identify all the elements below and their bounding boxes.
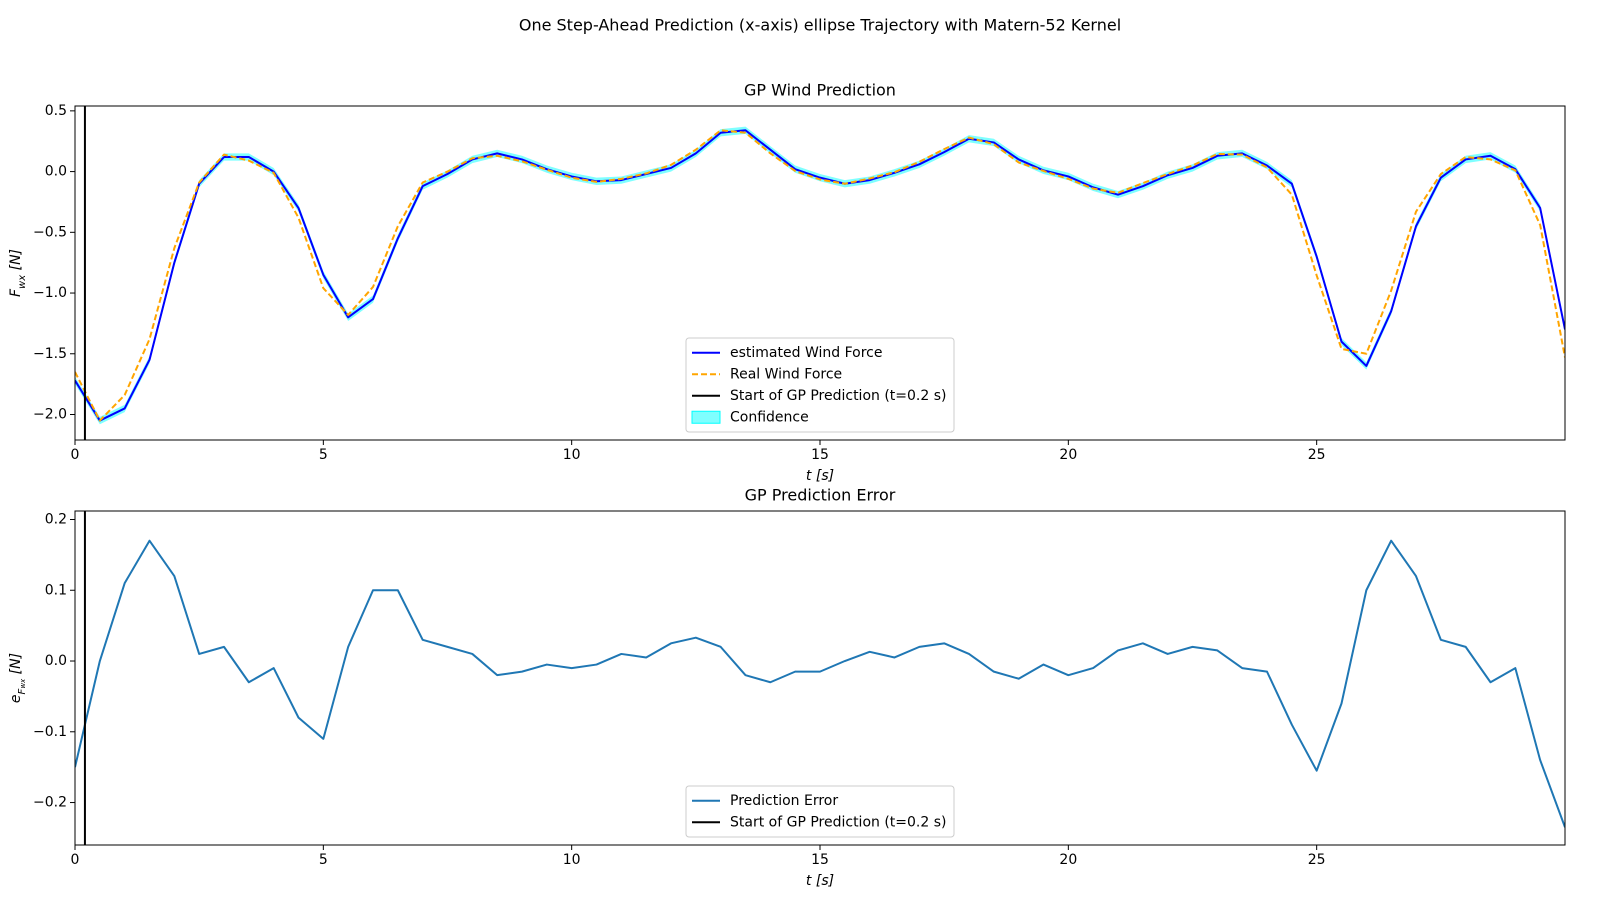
y-label-unit: [N] <box>8 653 24 674</box>
subplot-title: GP Prediction Error <box>745 486 896 505</box>
y-tick-label: 0.2 <box>45 511 67 527</box>
legend-label: Start of GP Prediction (t=0.2 s) <box>730 814 947 830</box>
y-tick-label: 0.1 <box>45 582 67 598</box>
x-tick-label: 20 <box>1059 447 1077 463</box>
legend-swatch <box>691 410 721 424</box>
x-tick-label: 0 <box>71 447 80 463</box>
y-tick-label: 0.0 <box>45 653 67 669</box>
y-tick-label: −1.5 <box>33 346 67 362</box>
x-tick-label: 0 <box>71 852 80 868</box>
y-tick-label: 0.5 <box>45 103 67 119</box>
legend-label: Confidence <box>730 409 809 425</box>
legend-label: estimated Wind Force <box>730 345 882 361</box>
y-label-sub: wx <box>17 275 28 289</box>
x-axis-label: t [s] <box>806 468 834 484</box>
y-axis-label: eFwx [N] <box>8 653 28 703</box>
axes-frame <box>74 510 1566 846</box>
plot-area <box>75 106 1565 440</box>
x-tick-label: 10 <box>563 447 581 463</box>
series-line <box>75 129 1565 422</box>
x-tick-label: 10 <box>563 852 581 868</box>
legend-label: Start of GP Prediction (t=0.2 s) <box>730 388 947 404</box>
x-label-main: t <box>806 873 812 889</box>
y-tick-label: −0.1 <box>33 724 67 740</box>
y-label-unit: [N] <box>8 249 24 270</box>
legend-box <box>685 785 955 838</box>
x-label-main: t <box>806 468 812 484</box>
x-tick-label: 25 <box>1308 852 1326 868</box>
figure-title: One Step-Ahead Prediction (x-axis) ellip… <box>519 16 1121 35</box>
y-tick-label: 0.0 <box>45 164 67 180</box>
y-axis-label: Fwx [N] <box>8 249 28 297</box>
axes-frame <box>74 105 1566 441</box>
y-tick-label: −0.5 <box>33 224 67 240</box>
y-tick-label: −0.2 <box>33 795 67 811</box>
legend-label: Prediction Error <box>730 793 838 809</box>
x-axis-label: t [s] <box>806 873 834 889</box>
legend-label: Real Wind Force <box>730 366 842 382</box>
series-line <box>75 539 1565 828</box>
x-tick-label: 5 <box>319 447 328 463</box>
subplot-title: GP Wind Prediction <box>744 81 896 100</box>
legend-box <box>685 337 955 433</box>
x-tick-label: 15 <box>811 447 829 463</box>
y-label-subsub: wx <box>19 678 27 689</box>
y-label-main: F <box>8 288 24 297</box>
plot-area <box>75 511 1565 845</box>
y-tick-label: −2.0 <box>33 406 67 422</box>
y-label-sub: F <box>17 688 28 694</box>
x-tick-label: 15 <box>811 852 829 868</box>
y-tick-label: −1.0 <box>33 285 67 301</box>
x-tick-label: 5 <box>319 852 328 868</box>
x-tick-label: 20 <box>1059 852 1077 868</box>
series-line <box>75 129 1565 422</box>
y-label-main: e <box>8 694 24 703</box>
x-tick-label: 25 <box>1308 447 1326 463</box>
x-label-unit: [s] <box>816 468 834 484</box>
x-label-unit: [s] <box>816 873 834 889</box>
